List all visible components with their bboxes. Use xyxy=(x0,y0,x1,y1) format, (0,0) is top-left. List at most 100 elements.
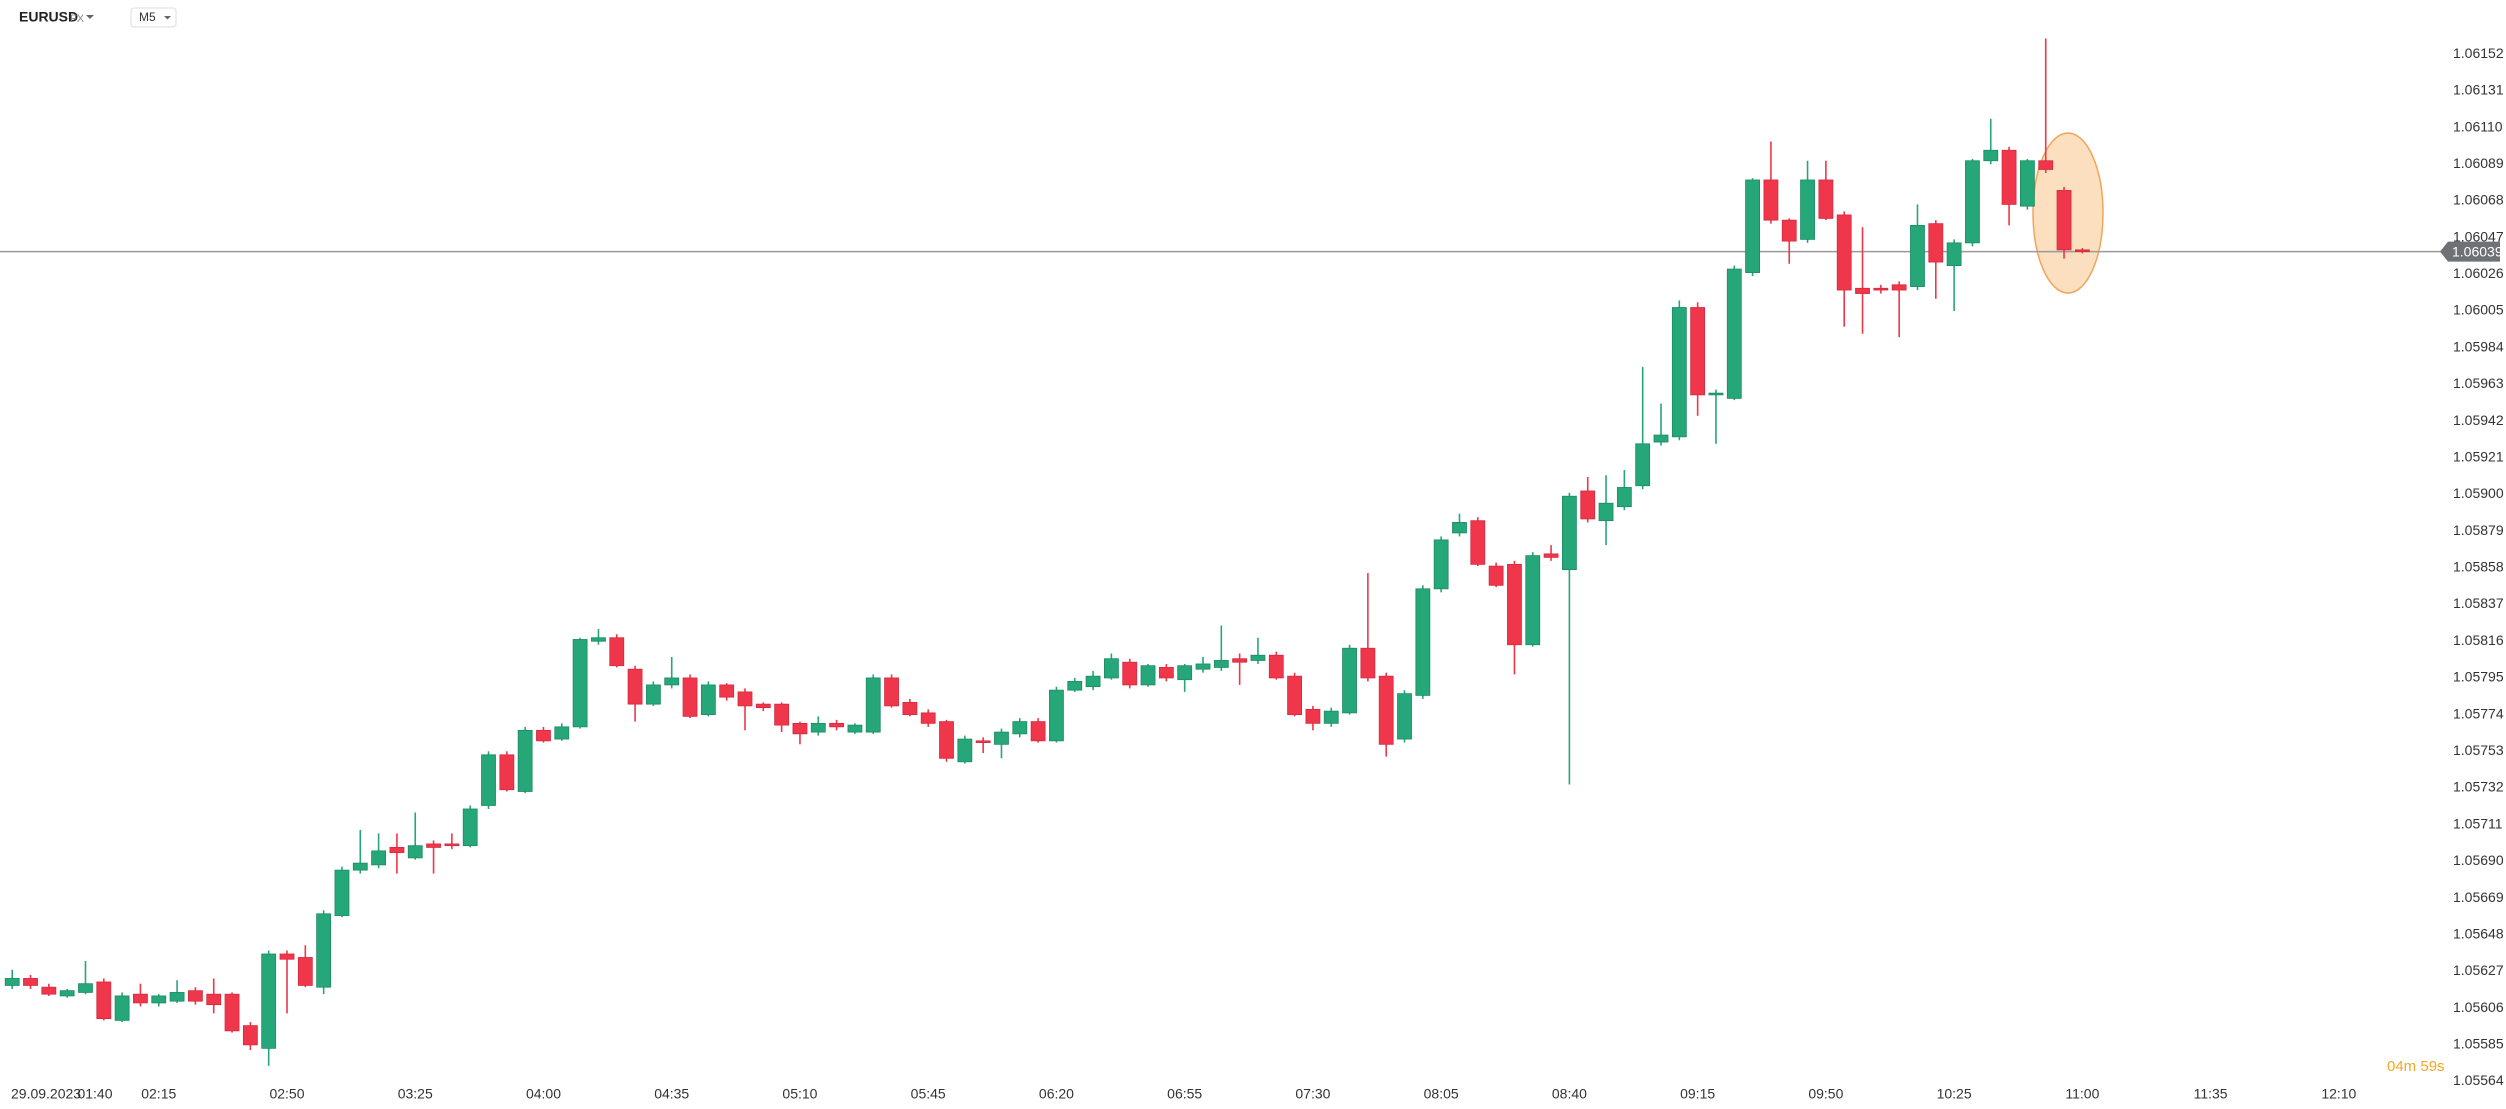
candle-body xyxy=(1873,287,1889,291)
x-tick-label: 06:55 xyxy=(1167,1086,1202,1102)
last-price-tag xyxy=(2440,241,2500,262)
x-tick-label: 02:50 xyxy=(269,1086,304,1102)
last-price-label: 1.06039 xyxy=(2452,243,2503,259)
x-tick-label: 03:25 xyxy=(398,1086,433,1102)
candle-body xyxy=(2020,160,2035,207)
y-tick-label: 1.05963 xyxy=(2453,375,2504,391)
timeframe: M5 xyxy=(139,10,156,24)
candle-body xyxy=(481,754,496,806)
candle-body xyxy=(1983,149,1999,162)
candle-body xyxy=(1836,214,1852,291)
symbol[interactable]: EURUSD xyxy=(19,9,78,25)
candle-body xyxy=(316,913,332,988)
candle-body xyxy=(426,843,441,848)
candle-body xyxy=(151,995,167,1004)
x-tick-label: 02:15 xyxy=(141,1086,176,1102)
x-tick-label: 05:10 xyxy=(782,1086,817,1102)
timeframe-selector[interactable]: M5 xyxy=(130,7,177,28)
candle-body xyxy=(4,978,20,986)
y-tick-label: 1.05732 xyxy=(2453,779,2504,795)
y-tick-label: 1.06047 xyxy=(2453,228,2504,244)
candle-body xyxy=(1928,223,1944,263)
candle-body xyxy=(279,953,295,960)
y-tick-label: 1.05774 xyxy=(2453,705,2504,721)
date-label: 29.09.2023 xyxy=(11,1086,81,1102)
candle-body xyxy=(1012,721,1028,735)
x-tick-label: 04:00 xyxy=(526,1086,561,1102)
candles xyxy=(4,38,2090,1066)
candle-body xyxy=(975,740,991,743)
candle-body xyxy=(1818,179,1834,219)
candle-body xyxy=(1049,689,1064,742)
candle-body xyxy=(1360,647,1376,679)
candle-body xyxy=(1763,179,1779,221)
dropdown-arrow xyxy=(164,16,171,20)
candle-body xyxy=(2001,149,2017,205)
candle-body xyxy=(1580,490,1596,520)
y-tick-label: 1.05753 xyxy=(2453,742,2504,758)
candle-body xyxy=(1433,539,1449,590)
candle-body xyxy=(719,684,735,698)
candle-body xyxy=(78,983,93,993)
y-tick-label: 1.05816 xyxy=(2453,632,2504,648)
candle-body xyxy=(1232,658,1248,663)
candle-body xyxy=(1726,268,1742,399)
y-tick-label: 1.06005 xyxy=(2453,302,2504,318)
candle-body xyxy=(407,845,423,859)
y-tick-label: 1.05711 xyxy=(2453,815,2503,831)
candle-body xyxy=(1397,693,1412,740)
candle-body xyxy=(536,729,551,742)
candle-body xyxy=(1415,588,1431,696)
candle-body xyxy=(2038,160,2054,170)
candle-body xyxy=(1745,179,1760,273)
candle-body xyxy=(2056,190,2072,251)
candle-body xyxy=(352,862,368,871)
countdown: 04m 59s xyxy=(2387,1058,2445,1075)
candle-body xyxy=(1653,434,1669,443)
candle-body xyxy=(169,992,185,1002)
y-tick-label: 1.06152 xyxy=(2453,45,2504,61)
candle-body xyxy=(1507,563,1522,646)
candle-body xyxy=(23,978,38,986)
candle-body xyxy=(682,677,698,717)
symbol-selector[interactable]: EURUSD FX xyxy=(19,9,94,25)
x-tick-label: 12:10 xyxy=(2321,1086,2356,1102)
candle-body xyxy=(517,729,533,792)
x-tick-label: 01:40 xyxy=(77,1086,112,1102)
y-tick-label: 1.05795 xyxy=(2453,669,2504,685)
y-tick-label: 1.05900 xyxy=(2453,485,2504,501)
candle-body xyxy=(59,990,75,997)
timeframe-box[interactable] xyxy=(130,7,177,28)
market: FX xyxy=(70,13,85,25)
x-tick-label: 09:50 xyxy=(1808,1086,1843,1102)
candle-body xyxy=(1946,242,1962,266)
candle-body xyxy=(627,668,643,705)
y-tick-label: 1.05627 xyxy=(2453,962,2504,978)
candle-body xyxy=(1800,179,1815,240)
candle-body xyxy=(114,995,130,1021)
candle-body xyxy=(609,637,625,667)
candle-body xyxy=(939,721,954,759)
candle-body xyxy=(1891,284,1907,291)
candle-body xyxy=(1342,647,1357,714)
y-tick-label: 1.06068 xyxy=(2453,192,2504,208)
candle-body xyxy=(865,677,881,733)
x-tick-label: 04:35 xyxy=(654,1086,689,1102)
candle-body xyxy=(371,850,387,866)
dropdown-arrow xyxy=(86,15,94,19)
candle-body xyxy=(261,953,277,1049)
y-tick-label: 1.05606 xyxy=(2453,999,2504,1015)
x-tick-label: 05:45 xyxy=(911,1086,946,1102)
candle-body xyxy=(554,726,570,740)
candle-body xyxy=(1965,160,1980,244)
candle-body xyxy=(1671,307,1687,438)
candle-body xyxy=(1158,667,1174,679)
y-tick-label: 1.05564 xyxy=(2453,1072,2504,1088)
candle-body xyxy=(920,712,936,724)
candle-body xyxy=(1213,660,1229,668)
candle-body xyxy=(902,701,918,716)
x-tick-label: 09:15 xyxy=(1680,1086,1715,1102)
candle-body xyxy=(242,1025,258,1046)
candle-body xyxy=(1177,665,1193,681)
